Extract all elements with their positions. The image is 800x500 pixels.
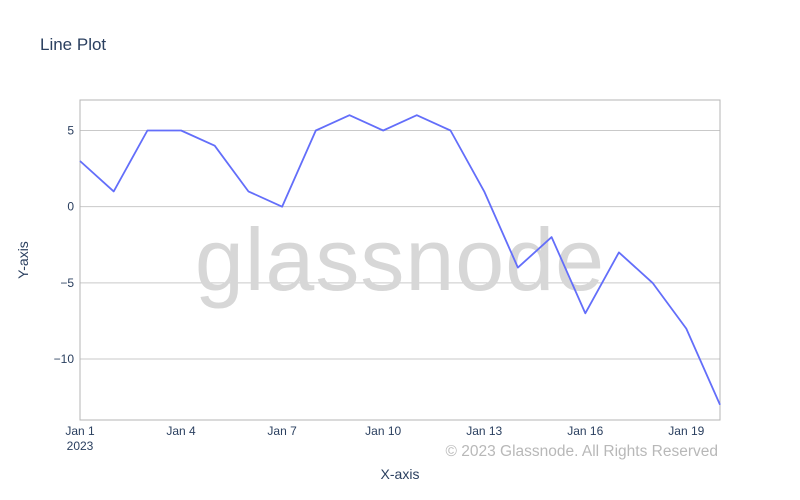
series-line [79, 114, 721, 406]
data-point [449, 129, 451, 131]
y-tick-labels: 5 0 −5 −10 [54, 123, 75, 366]
x-tick-label: Jan 13 [466, 424, 502, 438]
y-tick-label: 5 [67, 123, 74, 137]
data-point [618, 251, 620, 253]
y-tick-label: −10 [54, 352, 75, 366]
data-point [281, 205, 283, 207]
data-point [348, 114, 350, 116]
data-point [79, 160, 81, 162]
data-point [214, 145, 216, 147]
x-tick-label: Jan 1 [65, 424, 95, 438]
y-tick-label: −5 [60, 276, 74, 290]
data-point [247, 190, 249, 192]
chart-title: Line Plot [40, 35, 106, 54]
x-tick-label: Jan 4 [166, 424, 196, 438]
x-tick-label: Jan 10 [365, 424, 401, 438]
x-tick-label: Jan 19 [668, 424, 704, 438]
grid-layer [80, 129, 720, 360]
x-tick-label: 2023 [67, 439, 94, 453]
x-tick-label: Jan 7 [267, 424, 297, 438]
copyright-text: © 2023 Glassnode. All Rights Reserved [446, 443, 718, 460]
data-point [382, 129, 384, 131]
data-point [584, 312, 586, 314]
data-point [651, 282, 653, 284]
y-tick-label: 0 [67, 200, 74, 214]
data-point [416, 114, 418, 116]
watermark-logo: glassnode [195, 210, 605, 309]
data-point [146, 129, 148, 131]
data-point [719, 404, 721, 406]
data-point [112, 190, 114, 192]
data-point [483, 190, 485, 192]
data-point [550, 236, 552, 238]
plot-frame [79, 99, 721, 421]
y-axis-label: Y-axis [15, 241, 31, 279]
data-point [517, 266, 519, 268]
x-tick-label: Jan 16 [567, 424, 603, 438]
x-axis-label: X-axis [381, 466, 420, 482]
data-point [685, 327, 687, 329]
data-point [180, 129, 182, 131]
data-point [315, 129, 317, 131]
